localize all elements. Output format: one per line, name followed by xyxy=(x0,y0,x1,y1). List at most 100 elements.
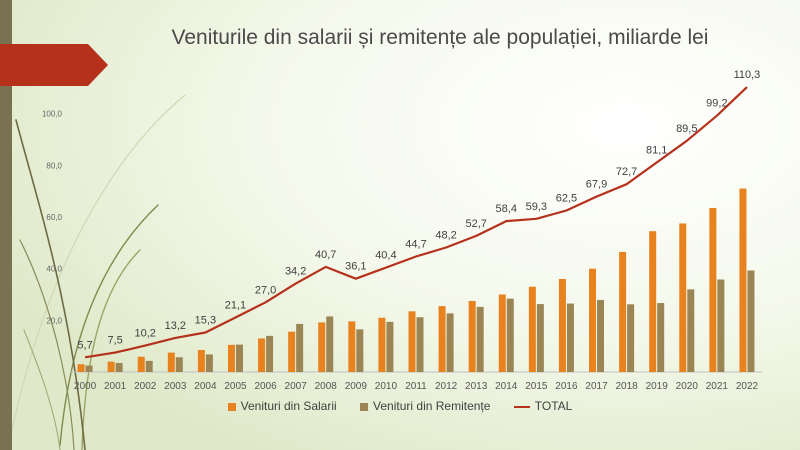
total-data-label: 99,2 xyxy=(706,98,727,110)
legend-swatch-salarii xyxy=(227,402,236,411)
decorative-curves xyxy=(11,94,186,450)
bar-salarii xyxy=(739,188,747,372)
legend-item-total: TOTAL xyxy=(513,398,573,413)
bar-remitente xyxy=(115,362,123,372)
x-tick-label: 2019 xyxy=(646,381,669,392)
bar-remitente xyxy=(326,316,334,372)
line-layer xyxy=(84,86,748,359)
bar-salarii xyxy=(528,286,536,372)
bar-salarii xyxy=(498,294,506,372)
x-tick-label: 2015 xyxy=(525,381,548,392)
total-data-label: 5,7 xyxy=(77,339,92,351)
legend-item-salarii: Venituri din Salarii xyxy=(227,398,337,413)
bar-salarii xyxy=(258,338,266,372)
total-data-label: 72,7 xyxy=(616,166,637,178)
total-data-label: 36,1 xyxy=(345,261,366,273)
x-tick-label: 2006 xyxy=(254,381,277,392)
legend-label-remitente: Venituri din Remitențe xyxy=(373,398,491,413)
total-data-label: 10,2 xyxy=(135,328,156,340)
x-tick-label: 2013 xyxy=(465,381,488,392)
bar-remitente xyxy=(416,317,424,372)
bar-remitente xyxy=(356,329,364,372)
bar-remitente xyxy=(627,304,635,372)
bar-remitente xyxy=(747,270,755,372)
total-data-label: 48,2 xyxy=(435,229,456,241)
legend-label-total: TOTAL xyxy=(534,398,573,413)
legend-label-salarii: Venituri din Salarii xyxy=(240,398,337,413)
bar-remitente xyxy=(446,313,454,372)
bar-salarii xyxy=(408,311,416,372)
bar-remitente xyxy=(536,304,544,372)
bar-remitente xyxy=(205,354,213,372)
legend-swatch-total xyxy=(513,405,530,408)
x-tick-label: 2000 xyxy=(74,381,97,392)
total-data-label: 67,9 xyxy=(586,179,607,191)
total-data-label: 15,3 xyxy=(195,314,216,326)
bar-salarii xyxy=(77,364,85,372)
total-data-label: 44,7 xyxy=(405,239,426,251)
y-tick-label: 20,0 xyxy=(46,316,62,325)
x-tick-label: 2007 xyxy=(285,381,308,392)
axis-layer: 20,0 40,0 60,0 80,0 100,0 2000 2001 2002 2003 200… xyxy=(42,110,762,392)
total-data-label: 110,3 xyxy=(734,69,761,81)
bar-salarii xyxy=(197,350,205,372)
bar-remitente xyxy=(506,298,514,372)
legend-swatch-remitente xyxy=(360,402,369,411)
x-tick-label: 2011 xyxy=(405,381,427,392)
chart-title: Veniturile din salarii și remitențe ale … xyxy=(171,26,709,49)
bar-remitente xyxy=(145,360,153,372)
total-data-label: 81,1 xyxy=(646,144,667,156)
bar-remitente xyxy=(657,303,665,372)
bar-remitente xyxy=(296,323,304,372)
bar-remitente xyxy=(566,303,574,372)
left-accent-stripe xyxy=(0,0,12,450)
x-tick-label: 2016 xyxy=(555,381,578,392)
bar-salarii xyxy=(107,361,115,372)
bar-salarii xyxy=(288,331,296,372)
bar-salarii xyxy=(227,344,235,372)
x-tick-label: 2018 xyxy=(615,381,638,392)
bar-salarii xyxy=(709,207,717,372)
total-line xyxy=(84,86,748,359)
x-tick-label: 2012 xyxy=(435,381,458,392)
bar-remitente xyxy=(597,299,605,372)
y-tick-label: 80,0 xyxy=(46,161,62,170)
bar-remitente xyxy=(266,335,274,372)
bars-layer xyxy=(77,188,755,372)
x-tick-label: 2020 xyxy=(676,381,699,392)
bar-remitente xyxy=(386,321,394,372)
x-tick-label: 2010 xyxy=(375,381,398,392)
x-tick-label: 2005 xyxy=(224,381,247,392)
total-data-label: 21,1 xyxy=(225,299,246,311)
bar-salarii xyxy=(318,322,326,372)
x-tick-label: 2008 xyxy=(315,381,338,392)
bar-salarii xyxy=(438,306,446,372)
legend-item-remitente: Venituri din Remitențe xyxy=(360,399,490,413)
bar-salarii xyxy=(378,317,386,372)
bar-remitente xyxy=(85,365,93,372)
x-tick-label: 2003 xyxy=(164,381,187,392)
bar-remitente xyxy=(687,289,695,372)
x-tick-label: 2014 xyxy=(495,381,518,392)
total-data-label: 7,5 xyxy=(107,335,122,347)
y-tick-label: 40,0 xyxy=(46,265,62,274)
total-data-label: 89,5 xyxy=(676,123,697,135)
total-data-label: 62,5 xyxy=(556,193,577,205)
x-tick-label: 2022 xyxy=(736,381,759,392)
bar-salarii xyxy=(679,223,687,372)
x-tick-label: 2017 xyxy=(585,381,608,392)
bar-remitente xyxy=(717,279,725,372)
bar-salarii xyxy=(589,268,597,372)
x-tick-label: 2021 xyxy=(706,381,729,392)
bar-salarii xyxy=(558,279,566,372)
x-tick-label: 2001 xyxy=(104,381,127,392)
bar-remitente xyxy=(175,357,183,372)
bar-salarii xyxy=(348,321,356,372)
bar-remitente xyxy=(476,306,484,372)
legend: Venituri din Salarii Venituri din Remite… xyxy=(0,398,800,413)
labels-layer: 5,7 7,5 10,2 13,2 15,3 21,1 27,0 34,2 40,7 36,1 40… xyxy=(77,69,760,351)
total-data-label: 58,4 xyxy=(496,203,517,215)
y-tick-label: 100,0 xyxy=(42,110,63,119)
